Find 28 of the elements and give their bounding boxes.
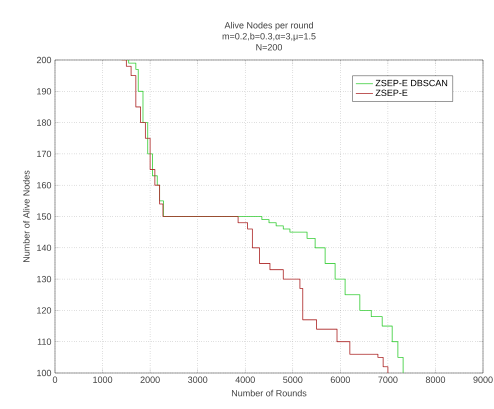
y-tick-label: 170 [37,150,52,158]
x-tick-label: 2000 [140,376,160,383]
y-tick-label: 110 [38,338,52,345]
y-tick-label: 100 [37,370,52,376]
x-tick-label: 8000 [426,376,446,383]
legend-label: ZSEP-E [376,90,408,96]
x-tick-label: 6000 [330,376,350,383]
chart-subtitle: m=0.2,b=0.3,α=3,μ=1.5 [222,32,316,42]
x-tick-label: 1000 [93,376,112,383]
y-tick-label: 120 [37,307,52,314]
x-axis-title: Number of Rounds [232,390,306,396]
y-tick-label: 140 [37,244,52,251]
y-axis-title: Number of Alive Nodes [22,170,30,262]
x-tick-label: 0 [52,376,58,383]
y-tick-label: 200 [36,56,52,64]
legend-label: ZSEP-E DBSCAN [376,80,448,86]
x-tick-label: 3000 [188,376,208,383]
y-tick-label: 130 [37,276,52,282]
x-tick-label: 5000 [283,376,302,383]
y-tick-label: 190 [37,88,52,94]
y-tick-label: 150 [37,213,52,220]
y-tick-label: 180 [37,119,52,126]
text: N=200 [256,44,282,50]
x-tick-label: 9000 [473,376,493,383]
chart-title: Alive Nodes per round [224,22,313,30]
x-tick-label: 7000 [378,376,398,383]
y-tick-label: 160 [37,182,52,188]
x-tick-label: 4000 [235,376,255,383]
